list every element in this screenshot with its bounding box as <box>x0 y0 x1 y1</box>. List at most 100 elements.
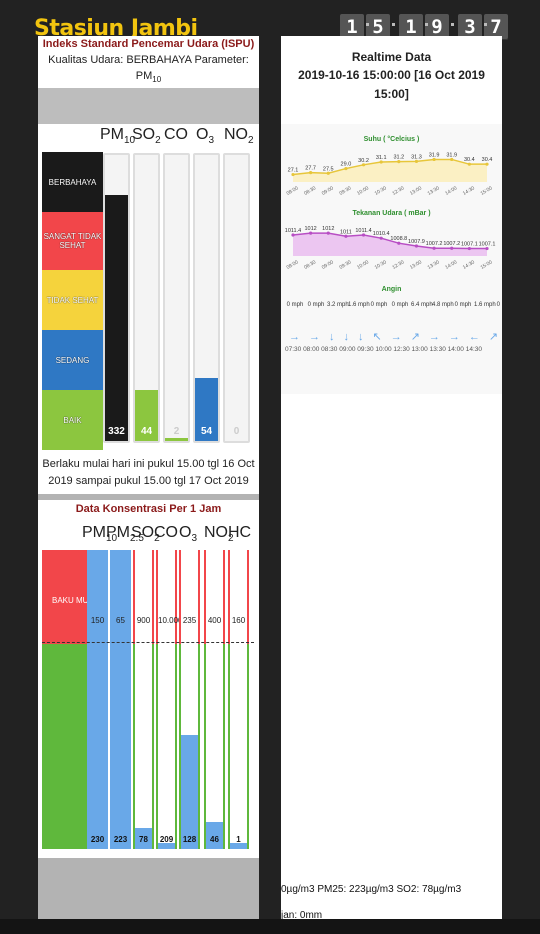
ispu-bar-fill <box>135 389 158 441</box>
wind-speed-value: 4.8 mph <box>432 302 454 308</box>
data-label: 1011.4 <box>285 228 301 234</box>
data-label: 1007.2 <box>443 241 460 247</box>
data-point <box>432 157 436 162</box>
x-tick-label: 12:30 <box>391 185 405 197</box>
clock-separator <box>390 15 399 39</box>
data-label: 31.9 <box>446 152 457 158</box>
wind-direction-row: →→↓↓↓↖→↗→→←↗ <box>289 331 502 343</box>
angin-chart-title: Angin <box>381 286 402 293</box>
konsentrasi-param-header: PM10 PM2.5 SO2 CO O3 NO2 HC <box>38 518 259 546</box>
x-tick-label: 08:00 <box>286 259 300 271</box>
baku-mutu-value: 235 <box>182 616 197 625</box>
konsentrasi-bar-fill <box>181 735 198 849</box>
wind-speed-value: 0 mph <box>454 302 472 308</box>
realtime-panel: Realtime Data 2019-10-16 15:00:00 [16 Oc… <box>281 36 502 919</box>
ispu-param-header: PM10 SO2 CO O3 NO2 <box>38 124 259 146</box>
x-tick-label: 10:30 <box>374 259 388 271</box>
ispu-param-label: PM10 <box>100 126 136 147</box>
tekanan-chart-title: Tekanan Udara ( mBar ) <box>352 210 431 217</box>
konsentrasi-chart: BAKU MUTU 150 230 65 223 900 78 10.000 209 235 12… <box>38 546 259 852</box>
konsentrasi-bar: 65 223 <box>110 550 131 849</box>
wind-speed-value: 0 mph <box>391 302 409 308</box>
data-point <box>309 231 313 235</box>
wind-speed-value: 1.6 mph <box>474 302 496 308</box>
x-tick-label: 13:30 <box>427 185 441 197</box>
konsentrasi-bar: 400 46 <box>204 550 225 849</box>
data-label: 1007.1 <box>461 242 478 248</box>
data-label: 27.1 <box>288 168 299 174</box>
series-area <box>293 233 487 256</box>
x-tick-label: 13:00 <box>409 259 423 271</box>
realtime-datetime: 2019-10-16 15:00:00 [16 Oct 2019 15:00] <box>298 68 485 101</box>
x-tick-label: 10:00 <box>356 259 370 271</box>
x-tick-label: 09:30 <box>338 259 352 271</box>
station-title: Stasiun Jambi <box>34 16 198 36</box>
data-label: 1007.2 <box>426 241 443 247</box>
data-point <box>309 171 313 175</box>
data-label: 30.4 <box>482 157 493 163</box>
air-quality-status: Kualitas Udara: BERBAHAYA Parameter: PM1… <box>48 54 249 85</box>
konsentrasi-bar-value: 209 <box>159 835 174 844</box>
konsentrasi-bar-fill <box>230 843 247 849</box>
ispu-bar-value: 44 <box>140 426 153 437</box>
data-point <box>397 241 401 245</box>
data-label: 1012 <box>322 226 334 232</box>
ispu-param-label: SO2 <box>132 126 161 147</box>
baku-mutu-value: 160 <box>231 616 246 625</box>
baku-mutu-value: 65 <box>116 616 125 625</box>
baku-mutu-value: 150 <box>90 616 105 625</box>
data-point <box>467 162 471 166</box>
series-area <box>293 159 487 182</box>
legend-sedang: SEDANG <box>42 330 103 390</box>
data-label: 1007.1 <box>479 242 496 248</box>
x-tick-label: 09:30 <box>338 185 352 197</box>
konsentrasi-bar-value: 78 <box>139 835 148 844</box>
clock-digit: 1 <box>399 14 423 40</box>
clock-digit: 7 <box>484 14 508 40</box>
konsentrasi-bar-value: 230 <box>90 835 105 844</box>
data-point <box>485 162 489 166</box>
wind-speed-value: 6.4 mph <box>411 302 433 308</box>
data-label: 1012 <box>305 226 317 232</box>
ispu-panel: Indeks Standard Pencemar Udara (ISPU) Ku… <box>38 36 259 919</box>
baku-mutu-value: 400 <box>207 616 222 625</box>
x-tick-label: 09:00 <box>321 185 335 197</box>
konsentrasi-param-label: SO2 <box>131 524 160 545</box>
data-point <box>344 166 348 171</box>
wind-speed-value: 1.6 mph <box>348 302 370 308</box>
data-label: 31.1 <box>376 155 387 161</box>
data-point <box>326 231 330 235</box>
konsentrasi-bar: 10.000 209 <box>156 550 183 849</box>
konsentrasi-bar: 900 78 <box>133 550 154 849</box>
konsentrasi-bar-fill <box>158 843 175 849</box>
series-line <box>292 158 487 176</box>
baku-mutu-value: 10.000 <box>158 616 183 625</box>
baku-mutu-line <box>42 642 254 643</box>
wind-speed-value: 0 mph <box>370 302 388 308</box>
data-label: 27.5 <box>323 166 334 172</box>
data-point <box>361 163 366 167</box>
konsentrasi-bar-fill <box>135 828 152 849</box>
ispu-bar-fill <box>105 195 128 441</box>
clock-digit: 3 <box>458 14 482 40</box>
ispu-bar-fill <box>165 438 188 441</box>
data-point <box>450 246 454 250</box>
wind-speed-value: 0 mph <box>496 302 502 308</box>
ispu-bar: 332 <box>103 153 130 443</box>
ispu-bar-value: 2 <box>173 426 180 437</box>
clock-separator <box>449 15 458 39</box>
data-point <box>467 246 471 251</box>
legend-baik: BAIK <box>42 390 103 450</box>
data-point <box>379 236 383 240</box>
data-point <box>450 157 454 162</box>
data-label: 29.0 <box>341 162 352 168</box>
clock-digit: 1 <box>340 14 364 40</box>
validity-note: Berlaku mulai hari ini pukul 15.00 tgl 1… <box>38 452 259 494</box>
realtime-ticker: 0µg/m3 PM25: 223µg/m3 SO2: 78µg/m3 <box>281 884 462 895</box>
data-label: 31.2 <box>393 155 404 161</box>
data-label: 1011.4 <box>355 228 371 234</box>
x-tick-label: 10:00 <box>356 185 370 197</box>
data-point <box>414 159 419 163</box>
konsentrasi-param-label: NO2 <box>204 524 234 545</box>
data-label: 1011 <box>340 229 352 235</box>
